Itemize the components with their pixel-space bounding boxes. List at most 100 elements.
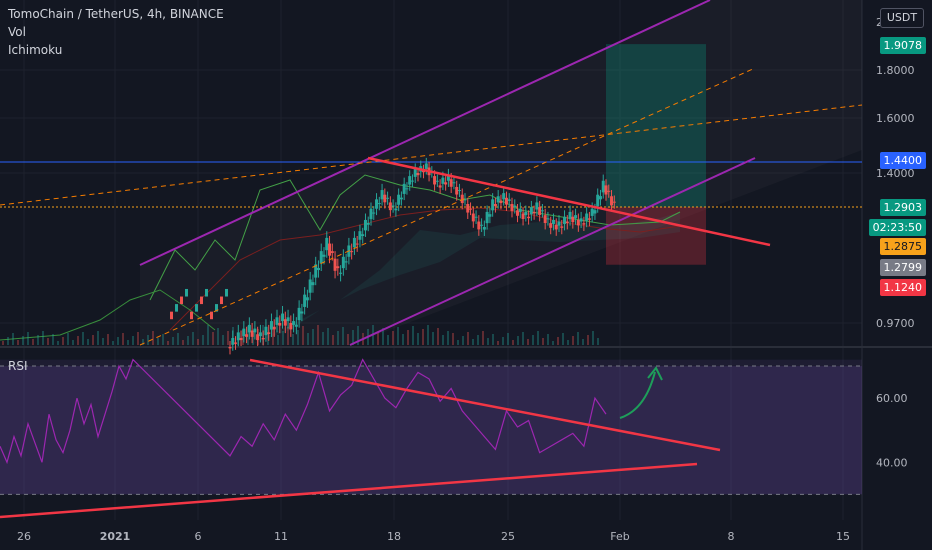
candle	[527, 216, 531, 219]
candle	[361, 234, 365, 236]
price-tick: 1.4000	[876, 167, 915, 180]
volume-bar	[532, 335, 534, 345]
candle	[314, 264, 318, 278]
candle	[413, 168, 417, 177]
candle	[424, 163, 428, 169]
volume-bar	[497, 341, 499, 345]
price-tag: 1.2903	[879, 199, 926, 216]
candle	[593, 210, 597, 214]
breakout-arrow-icon	[619, 371, 656, 419]
candle	[446, 174, 450, 181]
candle	[543, 215, 547, 223]
volume-bar	[342, 327, 344, 345]
volume-bar	[242, 330, 244, 345]
volume-bar	[417, 333, 419, 345]
volume-bar	[67, 333, 69, 345]
candle	[286, 317, 290, 322]
candle	[485, 211, 489, 224]
volume-bar	[137, 332, 139, 345]
volume-bar	[597, 338, 599, 345]
indicator-vol[interactable]: Vol	[8, 25, 26, 39]
candle	[236, 332, 240, 341]
volume-bar	[442, 335, 444, 345]
volume-bar	[227, 331, 229, 345]
candle	[300, 311, 304, 314]
volume-bar	[477, 335, 479, 345]
volume-bar	[77, 336, 79, 345]
candle	[455, 186, 459, 195]
volume-bar	[312, 329, 314, 345]
symbol-title[interactable]: TomoChain / TetherUS, 4h, BINANCE	[8, 7, 224, 21]
candle	[405, 188, 409, 190]
candle	[210, 311, 213, 320]
candle	[408, 176, 412, 185]
candle	[502, 193, 506, 200]
volume-bar	[152, 331, 154, 345]
volume-bar	[347, 334, 349, 345]
volume-bar	[547, 334, 549, 345]
candle	[463, 199, 467, 201]
candle	[275, 317, 279, 325]
volume-bar	[92, 335, 94, 345]
volume-bar	[587, 335, 589, 345]
candle	[554, 224, 558, 230]
price-tag: 1.1240	[879, 279, 926, 296]
volume-bar	[287, 327, 289, 345]
time-tick: 6	[195, 530, 202, 543]
candle	[571, 216, 575, 223]
candle	[386, 197, 390, 199]
candle	[325, 237, 329, 251]
volume-bar	[557, 337, 559, 345]
indicator-ichimoku[interactable]: Ichimoku	[8, 43, 63, 57]
candle	[245, 334, 249, 337]
candle	[582, 223, 586, 225]
price-tick: 1.6000	[876, 112, 915, 125]
rsi-tick: 60.00	[876, 392, 908, 405]
volume-bar	[12, 333, 14, 345]
candle	[504, 197, 508, 205]
rsi-label[interactable]: RSI	[8, 359, 28, 373]
candle	[579, 218, 583, 222]
volume-bar	[357, 326, 359, 345]
candle	[283, 319, 287, 326]
candle	[239, 338, 243, 341]
candle	[452, 182, 456, 184]
candle	[247, 324, 251, 333]
currency-button[interactable]: USDT	[880, 8, 924, 28]
time-tick: 18	[387, 530, 401, 543]
volume-bar	[352, 330, 354, 345]
candle	[358, 231, 362, 240]
candle	[585, 213, 589, 221]
candle	[228, 347, 232, 349]
candle	[319, 251, 323, 264]
price-tag: 02:23:50	[868, 219, 926, 236]
volume-bar	[407, 330, 409, 345]
rsi-support-trendline	[0, 462, 698, 519]
candle	[200, 296, 203, 305]
volume-bar	[332, 335, 334, 345]
candle	[344, 261, 348, 263]
rsi-pane	[0, 358, 862, 519]
volume-bar	[97, 331, 99, 345]
candle	[180, 296, 183, 305]
candle	[267, 332, 271, 335]
volume-bar	[387, 335, 389, 345]
candle	[491, 199, 495, 211]
candle	[480, 224, 484, 226]
volume-bar	[527, 339, 529, 345]
volume-bar	[142, 339, 144, 345]
candle	[333, 258, 337, 271]
candle	[469, 208, 473, 210]
volume-bar	[512, 340, 514, 345]
volume-bar	[22, 336, 24, 345]
candle	[612, 201, 616, 203]
volume-bar	[272, 328, 274, 345]
volume-bar	[267, 332, 269, 345]
channel-lower	[349, 157, 756, 346]
candle	[507, 199, 511, 201]
candle	[449, 179, 453, 187]
volume-bar	[72, 340, 74, 345]
volume-bar	[487, 338, 489, 345]
